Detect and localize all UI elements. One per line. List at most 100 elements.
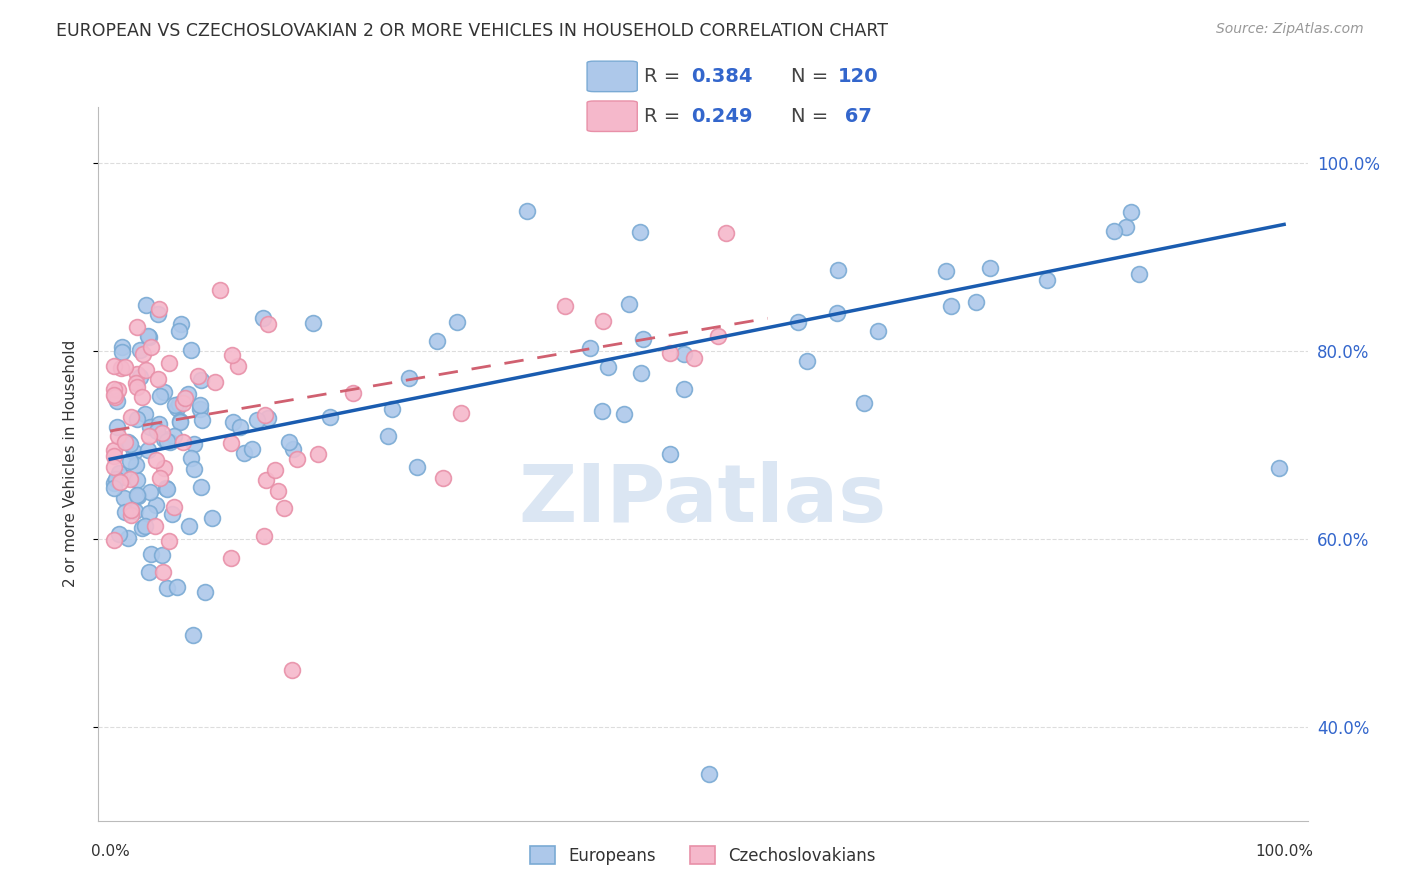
Point xyxy=(190,373,212,387)
Point xyxy=(965,295,987,310)
Point xyxy=(145,498,167,512)
Point xyxy=(112,491,135,505)
Point xyxy=(264,462,287,476)
Point xyxy=(183,437,205,451)
Point xyxy=(673,382,696,396)
Point xyxy=(125,367,148,381)
Point xyxy=(138,506,160,520)
Point xyxy=(253,408,276,422)
Text: 0.0%: 0.0% xyxy=(91,844,129,859)
Point xyxy=(135,298,157,312)
Point xyxy=(169,415,191,429)
Point xyxy=(319,410,342,425)
Point xyxy=(252,311,274,326)
Point xyxy=(163,429,186,443)
Point xyxy=(221,348,243,362)
Point xyxy=(183,462,205,476)
Point xyxy=(1102,224,1125,238)
Point xyxy=(117,531,139,545)
Point xyxy=(188,402,211,417)
Point xyxy=(697,766,720,780)
Point xyxy=(628,225,651,239)
Text: 0.249: 0.249 xyxy=(692,107,752,126)
Point xyxy=(127,489,149,503)
Point xyxy=(105,393,128,408)
Point xyxy=(125,319,148,334)
Point xyxy=(591,404,613,418)
Point xyxy=(170,317,193,331)
Point xyxy=(103,359,125,373)
Text: ZIPatlas: ZIPatlas xyxy=(519,460,887,539)
Point xyxy=(277,434,299,449)
Point xyxy=(1268,461,1291,475)
Point xyxy=(112,470,135,484)
Point xyxy=(554,300,576,314)
Point xyxy=(150,548,173,562)
Point xyxy=(672,347,695,361)
Point xyxy=(127,488,149,502)
Point xyxy=(707,328,730,343)
Point xyxy=(155,581,177,595)
Text: 0.384: 0.384 xyxy=(692,67,752,86)
Point xyxy=(103,481,125,495)
Point xyxy=(156,434,179,448)
Point xyxy=(592,314,614,328)
Point xyxy=(132,347,155,361)
Point xyxy=(110,360,132,375)
Point xyxy=(432,471,454,485)
Point xyxy=(659,446,682,460)
Point xyxy=(125,376,148,390)
Point xyxy=(179,518,201,533)
Text: 67: 67 xyxy=(838,107,872,126)
Point xyxy=(450,406,472,420)
Point xyxy=(125,412,148,426)
Point xyxy=(172,396,194,410)
Point xyxy=(114,435,136,450)
Point xyxy=(136,443,159,458)
Point xyxy=(191,413,214,427)
Point xyxy=(157,356,180,370)
Point xyxy=(105,471,128,485)
Point xyxy=(193,585,215,599)
Point xyxy=(405,459,427,474)
Point xyxy=(111,340,134,354)
Point xyxy=(302,316,325,330)
Point xyxy=(120,410,142,425)
Point xyxy=(108,475,131,489)
Point xyxy=(145,424,167,438)
Text: 120: 120 xyxy=(838,67,879,86)
FancyBboxPatch shape xyxy=(588,62,637,92)
Point xyxy=(222,415,245,429)
Point xyxy=(613,407,636,421)
Point xyxy=(307,447,329,461)
Point xyxy=(152,460,174,475)
Point xyxy=(117,435,139,450)
Point xyxy=(377,428,399,442)
Point xyxy=(103,450,125,464)
Point xyxy=(103,476,125,491)
Point xyxy=(149,389,172,403)
Point xyxy=(103,459,125,474)
Point xyxy=(138,429,160,443)
Point xyxy=(273,501,295,516)
Point xyxy=(139,420,162,434)
FancyBboxPatch shape xyxy=(588,101,637,131)
Point xyxy=(174,391,197,405)
Point xyxy=(139,485,162,500)
Point xyxy=(152,566,174,580)
Point xyxy=(190,399,212,413)
Point xyxy=(257,317,280,331)
Point xyxy=(157,533,180,548)
Point xyxy=(254,473,277,487)
Point xyxy=(240,442,263,456)
Point xyxy=(1128,267,1150,281)
Point xyxy=(125,458,148,472)
Point xyxy=(114,360,136,375)
Point xyxy=(426,334,449,348)
Point xyxy=(172,435,194,450)
Point xyxy=(134,518,156,533)
Point xyxy=(267,484,290,499)
Point xyxy=(148,302,170,317)
Point xyxy=(979,261,1001,276)
Point xyxy=(159,434,181,449)
